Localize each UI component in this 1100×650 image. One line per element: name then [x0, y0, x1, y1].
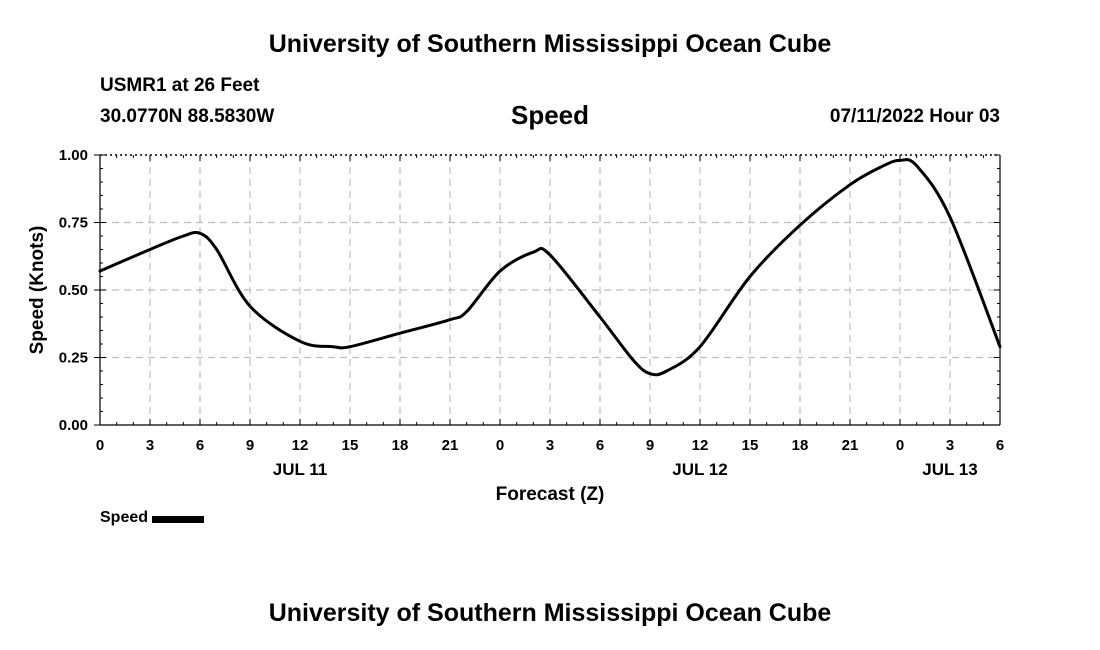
x-tick-label-3: 9	[246, 437, 254, 454]
series-line-speed	[98, 158, 1002, 377]
chart-title: Speed	[510, 100, 590, 130]
chart-tick-labels: 0 3 6 9 12 15 18 21 0 3 6 9 12 15 18 21 0 3 6 JUL 11 JUL 12 J…	[59, 147, 1004, 479]
x-tick-label-0: 0	[96, 437, 104, 454]
y-tick-label-2: 0.50	[59, 282, 88, 299]
x-tick-label-2: 6	[196, 437, 204, 454]
x-tick-label-17: 3	[946, 437, 954, 454]
x-tick-label-1: 3	[146, 437, 154, 454]
legend-label-speed: Speed	[100, 509, 149, 526]
x-tick-label-13: 15	[742, 437, 759, 454]
y-tick-label-1: 0.25	[59, 350, 88, 367]
x-tick-label-7: 21	[442, 437, 459, 454]
chart-ticks	[94, 154, 1001, 426]
legend-swatch-speed	[152, 515, 205, 523]
x-tick-label-8: 0	[496, 437, 504, 454]
x-tick-label-15: 21	[842, 437, 859, 454]
chart-grid	[100, 155, 1000, 425]
x-tick-label-11: 9	[646, 437, 654, 454]
x-tick-label-5: 15	[342, 437, 359, 454]
x-tick-label-18: 6	[996, 437, 1004, 454]
day-label-2: JUL 13	[922, 460, 977, 479]
chart-legend: Speed	[100, 509, 205, 527]
y-tick-label-4: 1.00	[59, 147, 88, 164]
day-label-0: JUL 11	[273, 460, 328, 479]
forecast-datetime: 07/11/2022 Hour 03	[829, 106, 1000, 127]
x-tick-label-4: 12	[292, 437, 309, 454]
x-tick-label-16: 0	[896, 437, 904, 454]
x-axis-label: Forecast (Z)	[496, 484, 605, 505]
page-title-top: University of Southern Mississippi Ocean…	[268, 30, 832, 58]
y-axis-label: Speed (Knots)	[27, 226, 48, 355]
x-tick-label-10: 6	[596, 437, 604, 454]
x-tick-label-9: 3	[546, 437, 554, 454]
coordinates-label: 30.0770N 88.5830W	[100, 106, 275, 127]
x-tick-label-14: 18	[792, 437, 809, 454]
y-tick-label-0: 0.00	[59, 417, 88, 434]
y-tick-label-3: 0.75	[59, 215, 88, 232]
x-tick-label-12: 12	[692, 437, 709, 454]
x-tick-label-6: 18	[392, 437, 409, 454]
station-label: USMR1 at 26 Feet	[100, 75, 260, 96]
page-title-bottom: University of Southern Mississippi Ocean…	[268, 599, 832, 627]
day-label-1: JUL 12	[672, 460, 727, 479]
